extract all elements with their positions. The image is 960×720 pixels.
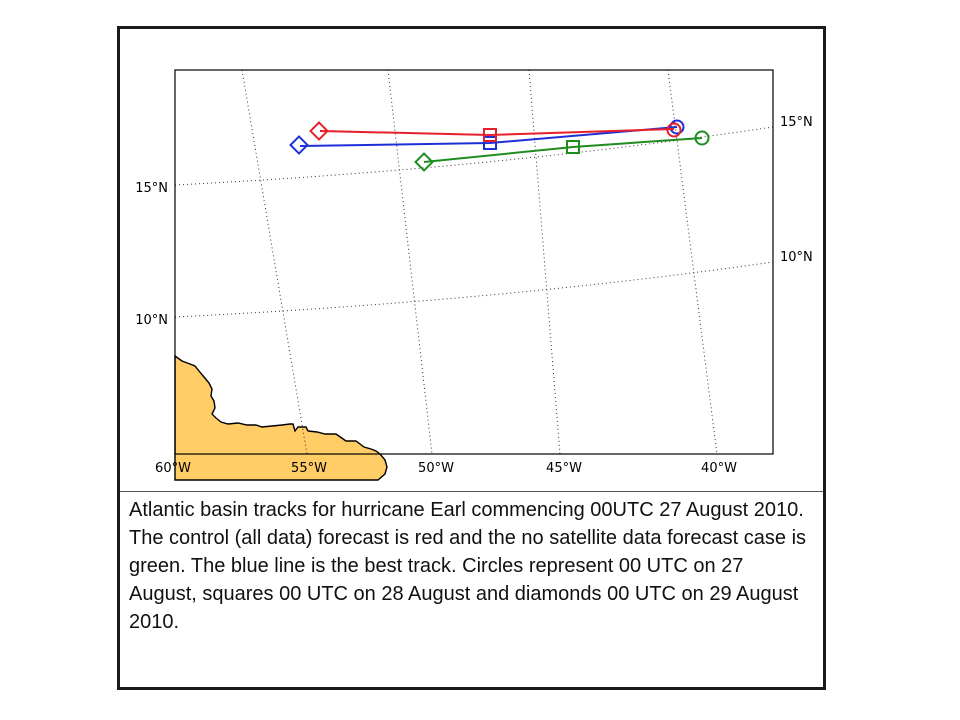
control-forecast-diamond-29aug: [309, 121, 329, 141]
lon-label-55w: 55°W: [291, 461, 327, 476]
lat-label-right-10n: 10°N: [780, 250, 813, 265]
lat-label-left-10n: 10°N: [135, 313, 168, 328]
lat-label-left-15n: 15°N: [135, 181, 168, 196]
meridian-50w: [387, 69, 433, 455]
control-forecast-line: [319, 128, 675, 137]
lon-label-45w: 45°W: [546, 461, 582, 476]
slide-frame: 15°N 10°N 15°N 10°N 60°W 55°W 50°W 45°W …: [117, 26, 826, 690]
lon-label-40w: 40°W: [701, 461, 737, 476]
lon-label-60w: 60°W: [155, 461, 191, 476]
best-track-diamond-29aug: [289, 135, 309, 155]
track-map: 15°N 10°N 15°N 10°N 60°W 55°W 50°W 45°W …: [135, 69, 813, 481]
meridian-55w: [241, 69, 308, 455]
best-track-square-28aug: [483, 136, 497, 150]
lon-label-50w: 50°W: [418, 461, 454, 476]
no-satellite-forecast-circle-27aug: [694, 130, 710, 146]
control-forecast-square-28aug: [483, 128, 497, 142]
control-forecast-circle-27aug: [666, 122, 682, 138]
map-panel: 15°N 10°N 15°N 10°N 60°W 55°W 50°W 45°W …: [120, 29, 823, 492]
no-satellite-forecast-diamond-29aug: [414, 152, 434, 172]
figure-caption: Atlantic basin tracks for hurricane Earl…: [129, 499, 807, 633]
no-satellite-forecast-line: [423, 137, 703, 163]
land-area: [174, 354, 388, 481]
meridian-45w: [528, 69, 561, 455]
best-track: [289, 119, 685, 155]
lat-label-right-15n: 15°N: [780, 115, 813, 130]
no-satellite-forecast-square-28aug: [566, 140, 580, 154]
best-track-circle-27aug: [669, 119, 685, 135]
parallel-10n: [174, 261, 774, 318]
best-track-line: [299, 126, 678, 147]
map-border: [174, 69, 774, 455]
control-forecast-track: [309, 121, 682, 142]
no-satellite-forecast-track: [414, 130, 710, 172]
